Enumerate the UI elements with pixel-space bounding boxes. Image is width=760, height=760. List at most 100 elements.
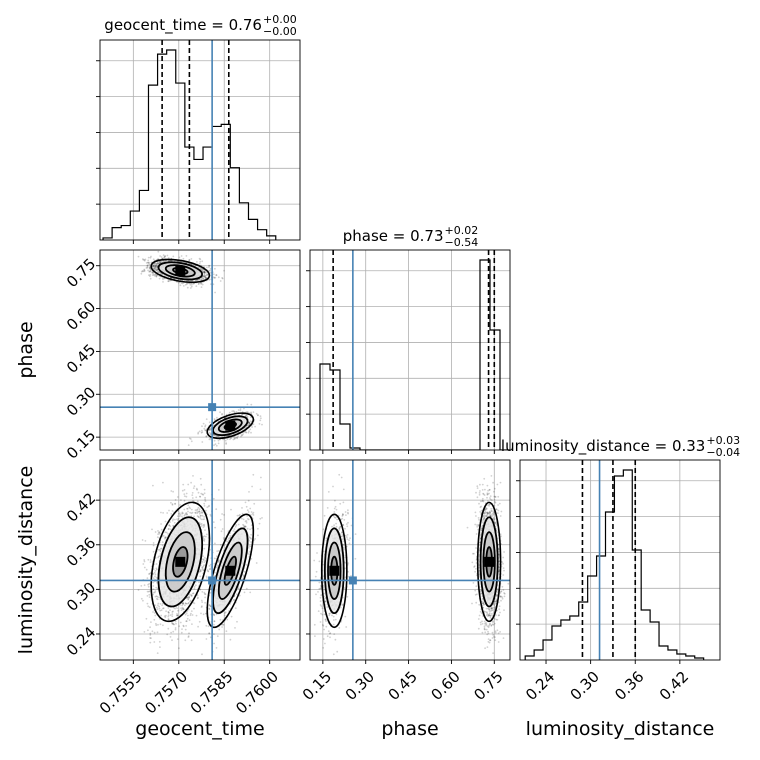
- sample-point: [246, 509, 249, 512]
- sample-point: [203, 561, 206, 563]
- sample-point: [189, 511, 192, 514]
- sample-point: [198, 512, 201, 515]
- sample-point: [150, 271, 153, 274]
- sample-point: [181, 602, 184, 605]
- sample-point: [180, 609, 183, 611]
- sample-point: [143, 270, 146, 273]
- density-contour-0-0: [150, 258, 211, 284]
- sample-point: [158, 277, 161, 280]
- sample-point: [166, 254, 169, 257]
- sample-point: [217, 439, 220, 442]
- sample-point: [183, 493, 186, 495]
- sample-point: [152, 581, 155, 584]
- sample-point: [149, 270, 152, 273]
- sample-point: [151, 630, 154, 633]
- sample-point: [161, 541, 164, 543]
- sample-point: [214, 542, 216, 545]
- sample-point: [199, 568, 202, 571]
- sample-point: [203, 547, 206, 550]
- sample-point: [212, 276, 215, 279]
- sample-point: [152, 272, 154, 275]
- sample-point: [154, 531, 157, 533]
- sample-point: [148, 573, 150, 575]
- sample-point: [184, 628, 187, 631]
- sample-point: [196, 509, 198, 511]
- sample-point: [152, 264, 155, 267]
- sample-point: [247, 424, 250, 426]
- sample-point: [181, 511, 184, 514]
- sample-point: [208, 428, 211, 431]
- sample-point: [172, 622, 174, 625]
- sample-point: [198, 510, 201, 513]
- sample-point: [199, 575, 202, 578]
- sample-point: [182, 603, 185, 605]
- sample-point: [246, 411, 249, 413]
- sample-point: [171, 519, 174, 522]
- sample-point: [189, 507, 192, 510]
- sample-point: [163, 260, 166, 263]
- sample-point: [234, 436, 237, 439]
- sample-point: [191, 592, 194, 595]
- sample-point: [192, 282, 195, 285]
- sample-point: [206, 274, 209, 276]
- sample-point: [205, 509, 207, 512]
- sample-point: [203, 518, 206, 520]
- sample-point: [152, 585, 155, 587]
- sample-point: [142, 599, 144, 602]
- sample-point: [202, 536, 205, 538]
- sample-point: [208, 565, 211, 567]
- sample-point: [202, 558, 205, 561]
- sample-point: [158, 531, 160, 534]
- sample-point: [202, 278, 205, 280]
- density-contour-1-0: [206, 412, 255, 440]
- sample-point: [148, 606, 151, 609]
- sample-point: [194, 279, 197, 282]
- sample-point: [152, 544, 155, 547]
- sample-point: [217, 559, 220, 562]
- sample-point: [201, 605, 203, 608]
- sample-point: [185, 492, 188, 495]
- sample-point: [188, 437, 191, 440]
- sample-point: [143, 269, 146, 272]
- sample-point: [248, 421, 251, 424]
- sample-point: [203, 273, 206, 275]
- sample-point: [178, 625, 181, 628]
- sample-point: [182, 608, 184, 611]
- sample-point: [164, 536, 166, 539]
- sample-point: [157, 271, 160, 273]
- sample-point: [164, 255, 166, 258]
- sample-point: [176, 638, 179, 640]
- sample-point: [188, 259, 191, 261]
- sample-point: [171, 622, 174, 625]
- sample-point: [207, 625, 210, 628]
- sample-point: [146, 595, 149, 597]
- sample-point: [212, 497, 215, 500]
- sample-point: [156, 596, 159, 598]
- sample-point: [140, 272, 143, 275]
- sample-point: [141, 270, 144, 272]
- sample-point: [247, 499, 250, 502]
- sample-point: [223, 269, 225, 272]
- sample-point: [204, 601, 207, 604]
- sample-point: [204, 274, 207, 277]
- panel-geocent_time-geocent_time: [96, 39, 301, 244]
- sample-point: [203, 271, 206, 274]
- sample-point: [213, 434, 216, 436]
- sample-point: [190, 612, 192, 615]
- sample-point: [184, 613, 187, 616]
- sample-point: [247, 422, 250, 424]
- sample-point: [149, 559, 152, 561]
- sample-point: [172, 255, 175, 258]
- sample-point: [143, 259, 146, 261]
- sample-point: [193, 586, 196, 588]
- sample-point: [158, 549, 161, 551]
- sample-point: [149, 273, 152, 276]
- sample-point: [192, 487, 195, 489]
- sample-point: [202, 555, 204, 557]
- panel-background: [310, 250, 510, 450]
- sample-point: [190, 440, 193, 443]
- sample-point: [152, 593, 155, 596]
- sample-point: [200, 599, 203, 602]
- sample-point: [172, 623, 175, 626]
- sample-point: [161, 602, 164, 605]
